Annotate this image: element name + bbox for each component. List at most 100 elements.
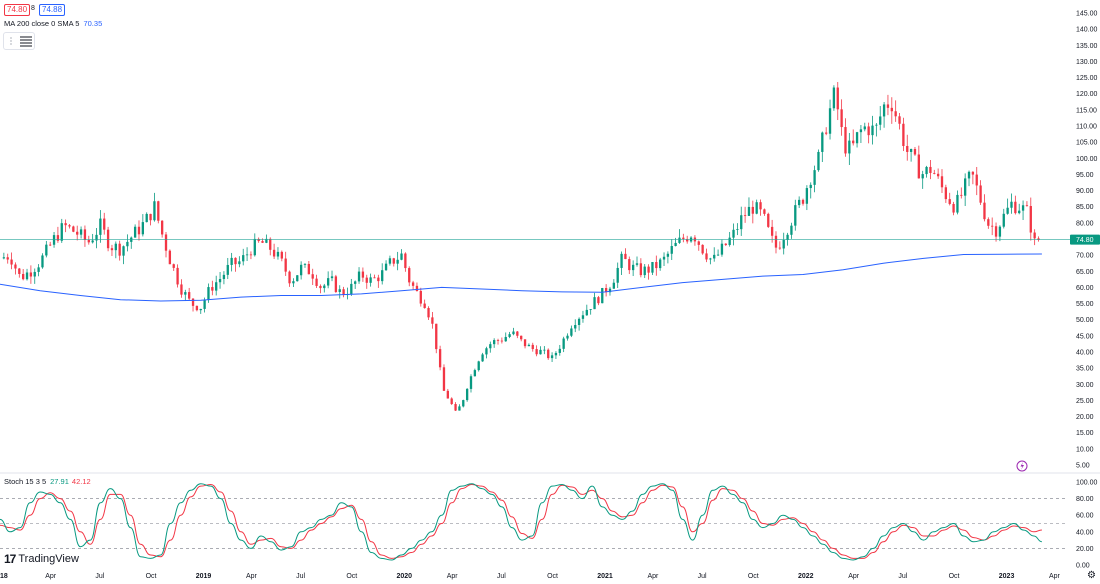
candle — [601, 287, 604, 304]
candle — [76, 225, 79, 241]
candle — [713, 247, 716, 262]
candle — [890, 97, 893, 124]
candle — [261, 238, 264, 243]
candle — [516, 330, 519, 339]
candle — [994, 222, 998, 242]
candle — [296, 275, 299, 282]
candle — [2, 252, 6, 260]
gear-icon[interactable]: ⚙ — [1087, 570, 1096, 581]
candle — [45, 240, 48, 258]
time-axis[interactable]: 18 Apr Jul Oct 2019 Apr Jul Oct 2020 Apr Jul Oct 202… — [0, 573, 1061, 580]
candle — [130, 236, 133, 249]
tradingview-logo[interactable]: 17 TradingView — [4, 552, 79, 566]
hamburger-menu-icon — [10, 36, 32, 47]
candle — [118, 240, 121, 261]
price-tick-label: 15.00 — [1076, 430, 1094, 437]
candle — [844, 118, 847, 157]
candle — [1006, 198, 1009, 215]
candle — [323, 283, 326, 293]
candle — [373, 274, 376, 279]
candle — [350, 278, 353, 296]
candle — [554, 351, 558, 359]
candle — [936, 168, 940, 179]
candle — [859, 125, 863, 144]
stoch-legend[interactable]: Stoch 15 3 5 27.91 42.12 — [4, 477, 91, 486]
candle — [269, 237, 272, 256]
candle — [68, 223, 71, 229]
legend-toggle-button[interactable] — [3, 32, 35, 50]
tradingview-logo-icon: 17 — [4, 552, 16, 566]
time-tick-label: Oct — [748, 573, 759, 580]
lightning-icon[interactable] — [1016, 460, 1028, 472]
candle — [458, 404, 461, 411]
candle — [724, 243, 727, 247]
candle — [176, 264, 179, 288]
candle — [778, 241, 782, 250]
candle — [620, 251, 623, 275]
candle — [442, 364, 446, 391]
candle — [960, 187, 963, 199]
candle — [381, 263, 384, 285]
candle — [882, 101, 886, 128]
price-axis[interactable]: 5.00 10.00 15.00 20.00 25.00 30.00 35.00 40.00 4… — [1076, 11, 1098, 470]
candle — [743, 206, 747, 223]
candle — [964, 173, 967, 207]
candle — [276, 247, 280, 260]
ask-price-badge[interactable]: 74.88 — [39, 4, 66, 16]
candle — [523, 339, 527, 349]
candle — [809, 182, 812, 199]
candle — [272, 243, 276, 260]
spread-value: 8 — [31, 5, 35, 12]
candle — [836, 81, 839, 121]
candle — [693, 235, 697, 246]
price-tick-label: 25.00 — [1076, 398, 1094, 405]
candle — [114, 241, 117, 259]
candle — [983, 194, 986, 222]
candle — [500, 337, 504, 344]
candle — [975, 166, 978, 196]
candle — [705, 248, 708, 263]
price-tick-label: 110.00 — [1076, 124, 1097, 131]
candle — [508, 331, 511, 339]
candle — [593, 292, 596, 310]
candle — [631, 260, 635, 277]
ma-legend[interactable]: MA 200 close 0 SMA 5 70.35 — [4, 19, 102, 28]
time-tick-label: Oct — [547, 573, 558, 580]
candle — [504, 332, 507, 342]
time-tick-label: Jul — [898, 573, 907, 580]
candle — [570, 325, 573, 338]
candle — [558, 344, 561, 356]
candle — [674, 237, 677, 247]
time-tick-label: Apr — [447, 573, 459, 580]
price-tick-label: 120.00 — [1076, 91, 1098, 98]
price-tick-label: 5.00 — [1076, 463, 1090, 470]
candle — [496, 338, 500, 345]
time-tick-label: Apr — [647, 573, 659, 580]
candle — [334, 274, 338, 293]
stoch-axis[interactable]: 0.00 20.00 40.00 60.00 80.00 100.00 — [1076, 480, 1098, 570]
price-candles — [2, 81, 1040, 412]
candle — [149, 213, 152, 226]
candle — [840, 99, 843, 136]
candle — [871, 115, 874, 145]
candle — [195, 305, 199, 312]
candle — [122, 245, 125, 265]
price-tick-label: 70.00 — [1076, 253, 1094, 260]
time-tick-label: 2020 — [397, 573, 413, 580]
candle — [597, 295, 600, 306]
candle — [427, 306, 430, 320]
candle — [64, 219, 67, 233]
candle — [925, 165, 928, 178]
candle — [438, 345, 442, 371]
candle — [867, 122, 870, 144]
candle — [14, 262, 17, 275]
price-tick-label: 130.00 — [1076, 59, 1098, 66]
candle — [774, 231, 778, 254]
candle — [666, 251, 670, 264]
candle — [709, 257, 712, 265]
candle — [342, 286, 345, 298]
price-tick-label: 60.00 — [1076, 285, 1094, 292]
bid-price-badge[interactable]: 74.80 — [4, 4, 31, 16]
candle — [338, 285, 341, 299]
